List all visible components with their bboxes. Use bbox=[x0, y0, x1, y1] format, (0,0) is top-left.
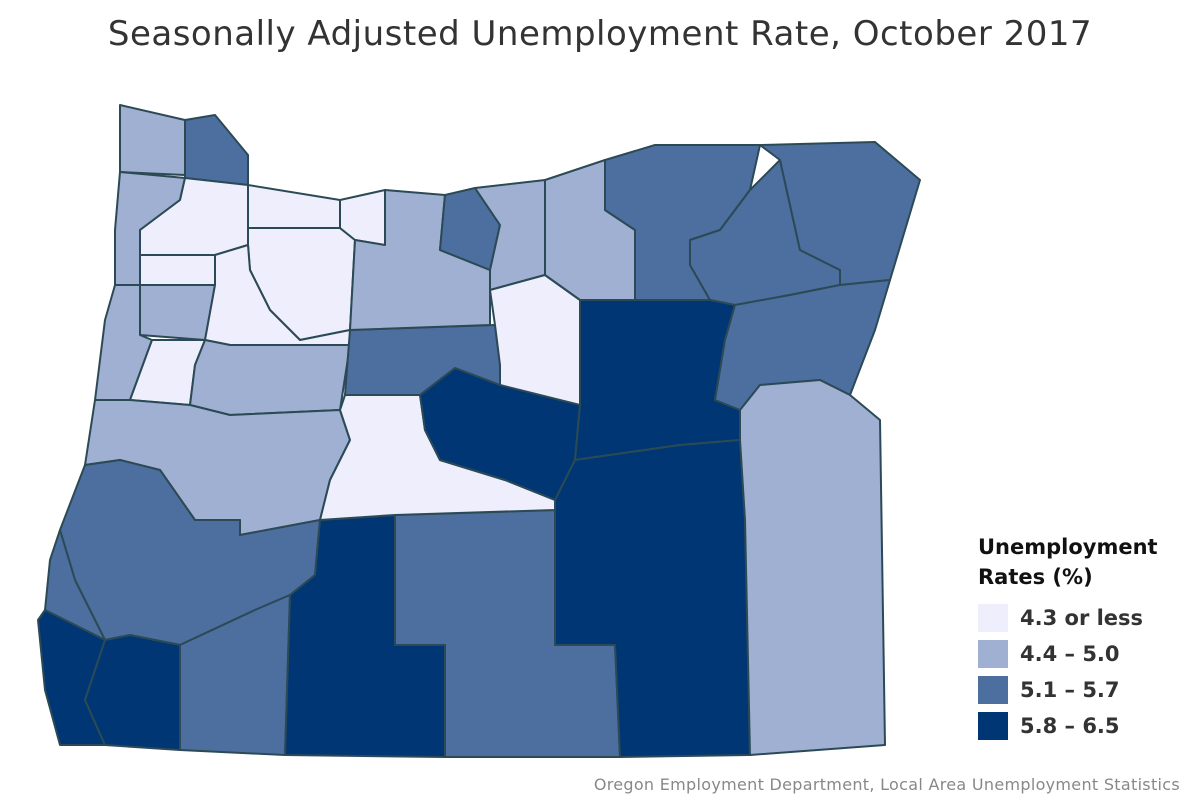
legend: Unemployment Rates (%) 4.3 or less 4.4 – … bbox=[978, 532, 1188, 740]
map-title: Seasonally Adjusted Unemployment Rate, O… bbox=[107, 14, 1093, 54]
source-note: Oregon Employment Department, Local Area… bbox=[593, 775, 1180, 794]
legend-items: 4.3 or less 4.4 – 5.0 5.1 – 5.7 5.8 – 6.5 bbox=[978, 604, 1188, 740]
legend-swatch bbox=[978, 604, 1008, 632]
legend-swatch bbox=[978, 676, 1008, 704]
county bbox=[574, 299, 741, 461]
county bbox=[554, 439, 751, 758]
map bbox=[37, 104, 921, 758]
county bbox=[119, 104, 186, 176]
legend-item: 4.4 – 5.0 bbox=[978, 640, 1188, 668]
legend-item: 5.1 – 5.7 bbox=[978, 676, 1188, 704]
legend-label: 5.1 – 5.7 bbox=[1020, 678, 1120, 702]
county bbox=[189, 339, 351, 416]
legend-title: Unemployment Rates (%) bbox=[978, 535, 1158, 589]
county bbox=[184, 114, 249, 186]
county bbox=[489, 274, 581, 406]
county bbox=[739, 379, 886, 756]
legend-item: 4.3 or less bbox=[978, 604, 1188, 632]
legend-label: 4.3 or less bbox=[1020, 606, 1144, 630]
county bbox=[247, 184, 341, 229]
legend-item: 5.8 – 6.5 bbox=[978, 712, 1188, 740]
legend-swatch bbox=[978, 640, 1008, 668]
county bbox=[139, 254, 216, 286]
legend-label: 5.8 – 6.5 bbox=[1020, 714, 1120, 738]
legend-label: 4.4 – 5.0 bbox=[1020, 642, 1120, 666]
legend-swatch bbox=[978, 712, 1008, 740]
county bbox=[139, 284, 216, 341]
